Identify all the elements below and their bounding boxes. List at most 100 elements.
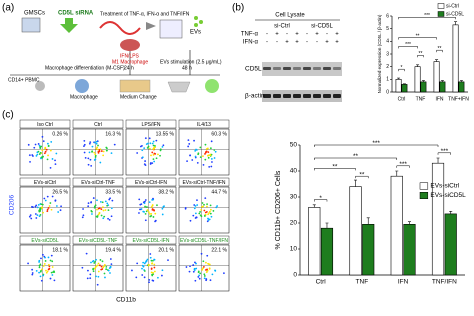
- bar: [433, 61, 440, 93]
- label: Treatment of TNF-α, IFN-α and TNF/IFN: [100, 11, 190, 17]
- dot: [46, 195, 49, 198]
- dot: [161, 274, 163, 277]
- dot: [100, 150, 103, 152]
- dot: [191, 159, 194, 161]
- dot: [204, 143, 207, 146]
- dot: [94, 266, 97, 269]
- dot: [152, 216, 155, 218]
- plot-header: [72, 235, 124, 245]
- dot: [100, 265, 103, 268]
- dot: [47, 145, 50, 148]
- dot: [95, 265, 98, 267]
- dot: [145, 143, 148, 146]
- dot: [151, 259, 154, 262]
- dot: [44, 150, 47, 153]
- bracket: [314, 157, 398, 160]
- dot: [42, 155, 44, 158]
- dot: [223, 272, 225, 275]
- dot: [87, 205, 90, 208]
- y-tick-label: 20: [290, 220, 298, 227]
- dot: [202, 267, 204, 270]
- dot: [199, 156, 202, 159]
- y-tick-label: 50: [290, 142, 298, 149]
- dot: [81, 216, 84, 219]
- dot: [46, 270, 49, 273]
- dot: [154, 144, 156, 147]
- dot: [96, 146, 98, 149]
- label: EVs stimulation (2.5 μg/mL): [160, 59, 222, 65]
- plot-header: [72, 119, 124, 129]
- y-tick-label: 2: [386, 64, 389, 70]
- dot: [103, 272, 106, 275]
- dot: [216, 205, 219, 207]
- sign: +: [335, 40, 339, 46]
- dot: [106, 149, 108, 152]
- significance: *: [319, 195, 322, 202]
- sign: -: [266, 32, 268, 38]
- dot: [42, 274, 45, 277]
- dot: [41, 135, 44, 138]
- sign: +: [315, 32, 319, 38]
- dot: [47, 154, 49, 157]
- dot: [149, 215, 152, 218]
- dot: [141, 149, 144, 152]
- dot: [151, 208, 154, 211]
- dot: [39, 210, 41, 213]
- dot: [199, 272, 202, 275]
- error-bar: [312, 204, 316, 208]
- dot: [94, 158, 97, 161]
- dot: [210, 165, 213, 168]
- error-bar: [449, 211, 453, 214]
- dot: [43, 263, 46, 265]
- dot: [144, 137, 147, 140]
- bar: [401, 84, 408, 93]
- dot: [203, 209, 206, 212]
- dot: [44, 256, 46, 259]
- dot: [107, 269, 110, 272]
- dot: [93, 262, 96, 264]
- dot: [37, 143, 40, 145]
- dot: [92, 268, 94, 271]
- dot: [92, 259, 95, 262]
- dot: [205, 148, 208, 150]
- dot: [202, 155, 204, 158]
- dot: [51, 274, 54, 276]
- dot: [35, 154, 38, 157]
- flow-plot: [178, 128, 230, 176]
- dot: [57, 211, 60, 213]
- dot: [89, 141, 92, 144]
- dot: [46, 142, 49, 145]
- band: [313, 67, 321, 70]
- sign: -: [326, 32, 328, 38]
- significance: **: [359, 171, 365, 178]
- significance: ***: [372, 140, 380, 147]
- dot: [36, 214, 39, 217]
- dot: [136, 152, 139, 154]
- dot: [203, 215, 206, 217]
- dot: [162, 144, 165, 147]
- significance: **: [332, 164, 338, 171]
- sign: +: [325, 40, 329, 46]
- flow-plot: [125, 128, 177, 176]
- error-bar: [354, 179, 358, 187]
- dot: [39, 275, 42, 278]
- dot: [92, 197, 95, 199]
- sign: +: [295, 40, 299, 46]
- significance: ***: [405, 42, 411, 48]
- dot: [146, 206, 148, 208]
- x-tick-label: IFN: [398, 279, 409, 286]
- dot: [49, 259, 52, 262]
- bracket: [398, 46, 418, 49]
- dot: [46, 210, 49, 213]
- bracket: [417, 55, 424, 58]
- dot: [110, 207, 113, 210]
- dot: [92, 270, 95, 273]
- dot: [54, 163, 57, 165]
- plot-header: [178, 119, 230, 129]
- dot: [54, 199, 57, 202]
- dot: [203, 277, 206, 280]
- dot: [44, 147, 47, 150]
- dot: [107, 209, 110, 212]
- band: [323, 94, 331, 98]
- dot: [204, 158, 207, 161]
